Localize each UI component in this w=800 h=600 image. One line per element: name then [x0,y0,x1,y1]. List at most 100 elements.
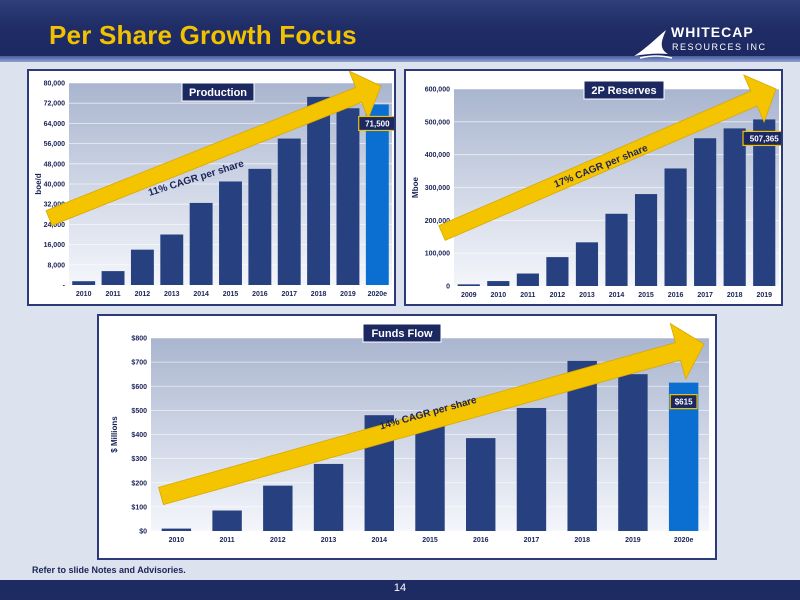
bar [130,249,154,285]
x-tick-label: 2017 [524,537,540,544]
y-tick-label: $700 [131,360,147,367]
y-tick-label: 80,000 [44,81,66,88]
y-tick-label: 16,000 [44,242,66,249]
x-tick-label: 2017 [281,291,297,298]
x-tick-label: 2013 [579,292,595,299]
y-tick-label: 600,000 [425,87,450,94]
y-tick-label: 32,000 [44,202,66,209]
y-axis-label: $ Millions [110,416,119,453]
y-tick-label: $300 [131,456,147,463]
chart-title-box [181,82,255,102]
x-tick-label: 2009 [461,292,477,299]
y-tick-label: 300,000 [425,185,450,192]
chart-title-box [583,80,665,100]
y-tick-label: $200 [131,480,147,487]
y-tick-label: $100 [131,504,147,511]
x-tick-label: 2020e [368,291,388,298]
y-tick-label: 40,000 [44,182,66,189]
bar [694,138,717,286]
x-tick-label: 2014 [371,537,387,544]
bar [415,421,445,531]
data-label: 507,365 [750,134,779,143]
x-tick-label: 2014 [193,291,209,298]
x-tick-label: 2019 [340,291,356,298]
data-label: $615 [675,398,693,407]
bar [307,96,331,285]
production-chart-panel: - 8,000 16,000 24,000 32,000 40,000 48,000 56,0… [27,69,396,306]
bar [72,281,96,285]
bar [664,168,687,286]
bar [212,510,242,531]
x-tick-label: 2017 [697,292,713,299]
x-tick-label: 2018 [574,537,590,544]
chart-svg: $0 $100 $200 $300 $400 $500 $600 $700 $800 $ Mill… [110,322,709,544]
bar [313,463,344,531]
bar [365,104,389,286]
y-tick-label: $800 [131,336,147,343]
chart-title: Production [189,87,247,99]
x-tick-label: 2016 [668,292,684,299]
bar [263,485,293,531]
x-tick-label: 2016 [473,537,489,544]
wave-icon [634,30,668,56]
x-tick-label: 2013 [321,537,337,544]
y-tick-label: $600 [131,384,147,391]
x-tick-label: 2015 [422,537,438,544]
x-tick-label: 2011 [105,291,120,298]
bar [618,374,648,531]
arrow-shape [158,322,705,506]
arrow-shape [45,71,382,226]
growth-arrow [158,322,705,506]
bar [457,284,480,286]
x-tick-label: 2020e [674,537,694,544]
x-tick-label: 2010 [76,291,92,298]
whitecap-logo [634,30,673,59]
x-tick-label: 2012 [550,292,566,299]
header-band [0,0,800,62]
arrow-shape [438,74,777,241]
y-tick-label: 8,000 [47,262,65,269]
x-tick-label: 2014 [609,292,625,299]
y-tick-label: $400 [131,432,147,439]
bar [161,528,192,531]
x-tick-label: 2011 [520,292,535,299]
bar [160,234,184,285]
logo-subtitle: RESOURCES INC [672,42,767,52]
x-tick-label: 2015 [638,292,654,299]
funds-flow-chart-panel: $0 $100 $200 $300 $400 $500 $600 $700 $800 $ Mill… [97,314,717,560]
data-label-box [358,115,394,132]
bar [101,271,125,285]
logo-wordmark: WHITECAP [671,24,754,40]
x-tick-label: 2010 [491,292,507,299]
bar [516,273,539,286]
bar [753,119,776,286]
chart-svg: - 8,000 16,000 24,000 32,000 40,000 48,000 56,0… [34,71,394,298]
y-tick-label: 100,000 [425,251,450,258]
y-tick-label: 24,000 [44,222,66,229]
x-tick-label: 2019 [625,537,641,544]
bar [277,138,301,285]
y-tick-label: 48,000 [44,161,66,168]
bar [219,181,242,285]
bar [605,213,628,286]
x-tick-label: 2012 [270,537,286,544]
footer-band [0,580,800,600]
chart-title: Funds Flow [371,328,433,340]
x-tick-label: 2010 [169,537,185,544]
y-tick-label: 400,000 [425,152,450,159]
bar [336,108,360,285]
y-axis-label: boe/d [34,173,43,194]
y-tick-label: 0 [446,284,450,291]
y-tick-label: $0 [139,529,147,536]
y-tick-label: 56,000 [44,141,66,148]
y-tick-label: 200,000 [425,218,450,225]
x-tick-label: 2012 [135,291,151,298]
reserves-chart-panel: 0 100,000 200,000 300,000 400,000 500,000 600,… [404,69,783,306]
bar [189,202,213,285]
bar [487,281,510,286]
bar [466,438,496,531]
bar [723,128,746,286]
chart-title: 2P Reserves [591,85,656,97]
y-axis-label: Mboe [411,177,420,198]
growth-arrow [438,74,777,241]
